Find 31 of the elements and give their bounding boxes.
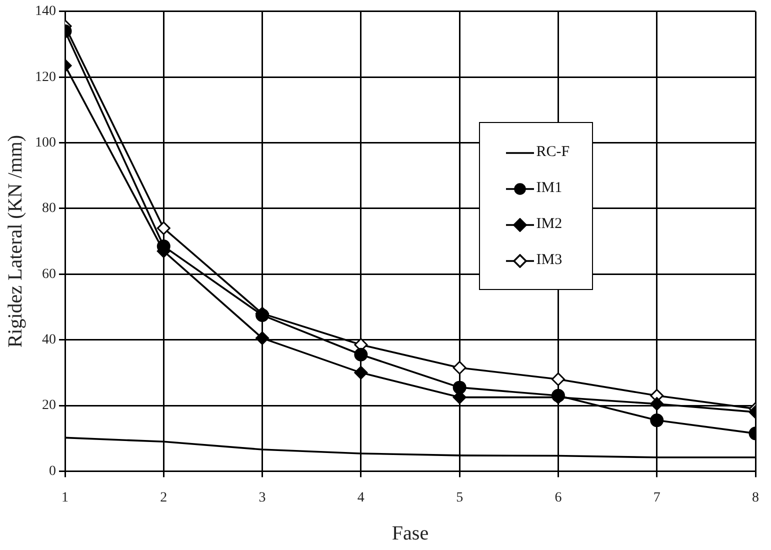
y-tick-label: 140: [35, 4, 56, 20]
point: [452, 380, 466, 394]
x-tick-label: 8: [752, 490, 759, 506]
point: [354, 348, 368, 362]
y-tick-label: 60: [42, 266, 56, 282]
point: [256, 331, 270, 345]
legend-label: IM2: [536, 216, 562, 234]
x-tick-label: 3: [258, 490, 266, 506]
x-tick-label: 2: [160, 490, 168, 506]
legend-label: IM1: [536, 180, 562, 198]
x-tick-label: 5: [456, 490, 464, 506]
point: [156, 221, 170, 235]
x-tick-label: 4: [357, 490, 364, 506]
legend-label: IM3: [536, 252, 562, 270]
point: [650, 397, 664, 411]
x-axis-title: Fase: [392, 522, 429, 544]
x-tick-label: 7: [653, 490, 660, 506]
legend-label: RC-F: [536, 144, 570, 162]
y-tick-label: 80: [42, 201, 56, 216]
x-tick-label: 1: [62, 490, 68, 506]
x-tick-label: 6: [554, 490, 562, 506]
point: [551, 372, 565, 386]
y-axis-title: Rigidez Lateral (KN /mm): [4, 134, 26, 348]
point: [452, 360, 466, 374]
y-tick-label: 100: [35, 135, 56, 150]
y-tick-label: 120: [35, 70, 56, 85]
point: [650, 414, 664, 428]
y-tick-label: 0: [49, 464, 56, 479]
y-tick-label: 40: [42, 332, 56, 348]
point: [354, 366, 368, 380]
y-tick-label: 20: [42, 398, 56, 414]
